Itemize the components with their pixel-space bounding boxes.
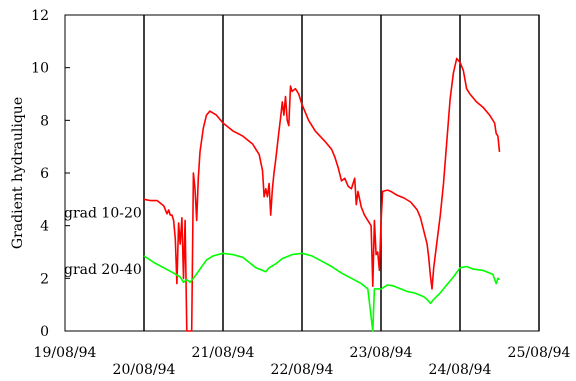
series-label-2: grad 20-40 xyxy=(64,262,142,278)
y-tick-label: 12 xyxy=(31,8,49,24)
x-tick-label: 25/08/94 xyxy=(508,345,571,361)
y-tick-label: 6 xyxy=(40,166,49,182)
series-layer xyxy=(143,57,501,332)
series-line-1 xyxy=(143,57,501,332)
y-tick-label: 2 xyxy=(40,271,49,287)
y-axis-ticks: 0 2 4 6 8 10 12 xyxy=(31,8,70,340)
y-tick-label: 4 xyxy=(40,219,49,235)
y-tick-label: 8 xyxy=(40,113,49,129)
x-tick-label: 19/08/94 xyxy=(34,345,97,361)
y-axis-title: Gradient hydraulique xyxy=(10,97,26,249)
x-tick-label: 21/08/94 xyxy=(192,345,255,361)
series-labels: grad 10-20 grad 20-40 xyxy=(64,205,142,278)
day-divider-lines xyxy=(143,15,540,331)
y-tick-label: 10 xyxy=(31,61,49,77)
x-tick-label: 20/08/94 xyxy=(113,362,176,378)
y-tick-label: 0 xyxy=(40,324,49,340)
x-tick-label: 24/08/94 xyxy=(429,362,492,378)
x-tick-label: 23/08/94 xyxy=(350,345,413,361)
x-tick-label: 22/08/94 xyxy=(271,362,334,378)
series-label-1: grad 10-20 xyxy=(64,205,142,221)
x-axis-ticks: 19/08/94 20/08/94 21/08/94 22/08/94 23/08/94… xyxy=(34,326,571,378)
series-line-2 xyxy=(143,252,501,332)
